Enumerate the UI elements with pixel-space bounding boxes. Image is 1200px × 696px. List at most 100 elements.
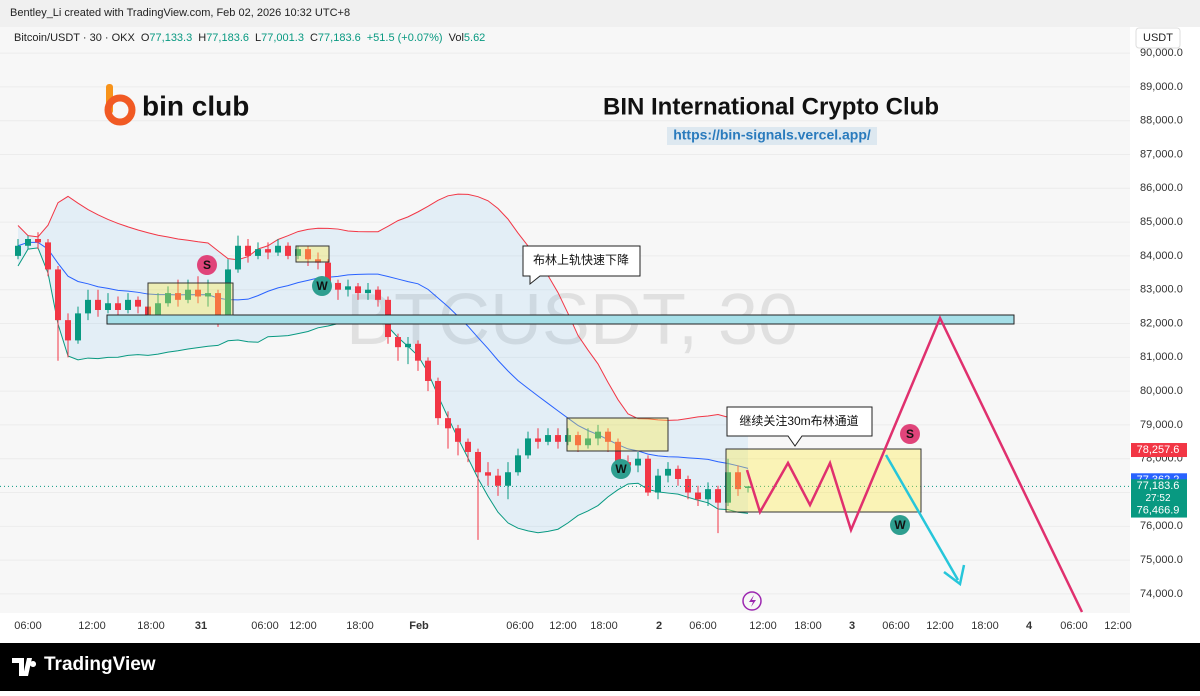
candle-body — [135, 299, 141, 307]
candle-body — [735, 472, 741, 490]
candle-body — [365, 289, 371, 294]
candle-body — [285, 245, 291, 256]
h-label: H — [198, 32, 206, 44]
x-tick-label: 12:00 — [749, 620, 777, 632]
y-tick-label: 82,000.0 — [1140, 317, 1183, 329]
event-icon-bolt — [749, 595, 756, 607]
y-tick-label: 76,000.0 — [1140, 520, 1183, 532]
y-tick-label: 81,000.0 — [1140, 351, 1183, 363]
candle-body — [675, 468, 681, 480]
candle-body — [255, 249, 261, 256]
signal-label: S — [203, 258, 211, 272]
candle-body — [185, 289, 191, 300]
candle-body — [725, 472, 731, 503]
x-tick-label: 06:00 — [689, 620, 717, 632]
candle-body — [655, 475, 661, 493]
price-tag-label: 76,466.9 — [1137, 504, 1180, 516]
drawings: 布林上轨快速下降 继续关注30m布林通道 — [106, 245, 1084, 613]
title: BIN International Crypto Club — [603, 93, 939, 120]
candle-body — [635, 458, 641, 466]
y-tick-label: 83,000.0 — [1140, 284, 1183, 296]
candle-body — [245, 245, 251, 256]
candle-body — [695, 492, 701, 500]
candle-body — [605, 431, 611, 442]
y-tick-label: 89,000.0 — [1140, 81, 1183, 93]
credit: Bentley_Li created with TradingView.com,… — [10, 7, 350, 19]
x-tick-label: 18:00 — [137, 620, 165, 632]
candle-body — [205, 293, 211, 297]
signal-marker — [197, 255, 217, 275]
candle-body — [105, 303, 111, 310]
candle-body — [55, 269, 61, 321]
vol-label: Vol — [449, 32, 464, 44]
x-tick-label: 06:00 — [882, 620, 910, 632]
x-tick-label: 18:00 — [971, 620, 999, 632]
candle-body — [395, 337, 401, 348]
candle-body — [505, 472, 511, 486]
symbol: Bitcoin/USDT · 30 · OKX — [14, 32, 135, 44]
volume: 5.62 — [464, 32, 485, 44]
x-tick-label: 2 — [656, 620, 662, 632]
candle-body — [515, 455, 521, 473]
footer-logo — [12, 658, 37, 676]
candle-body — [745, 486, 751, 489]
candle-body — [375, 289, 381, 300]
candle-body — [715, 489, 721, 503]
candle-body — [195, 289, 201, 297]
callout-text: 布林上轨快速下降 — [533, 253, 629, 267]
candle-body — [455, 428, 461, 442]
candle-body — [85, 299, 91, 314]
symbol-header: Bitcoin/USDT · 30 · OKX O77,133.3 H77,183.… — [14, 32, 485, 44]
band-basis — [17, 241, 749, 469]
high: 77,183.6 — [206, 32, 249, 44]
candle-body — [475, 451, 481, 473]
x-tick-label: 4 — [1026, 620, 1033, 632]
y-tick-label: 79,000.0 — [1140, 419, 1183, 431]
callout-text: 继续关注30m布林通道 — [739, 413, 858, 428]
x-tick-label: 18:00 — [346, 620, 374, 632]
candle-body — [465, 441, 471, 452]
candle-body — [615, 441, 621, 463]
y-tick-label: 88,000.0 — [1140, 115, 1183, 127]
y-tick-label: 74,000.0 — [1140, 588, 1183, 600]
candle-body — [355, 286, 361, 294]
l-label: L — [255, 32, 261, 44]
candle-body — [705, 489, 711, 500]
logo-mark — [104, 94, 136, 126]
signal-marker — [611, 459, 631, 479]
logo-text: bin club — [142, 90, 249, 121]
candle-body — [525, 438, 531, 456]
projection-path — [745, 314, 1084, 613]
candle-body — [45, 242, 51, 270]
signal-label: W — [894, 518, 906, 532]
candle-body — [155, 303, 161, 317]
price-tag — [1131, 443, 1187, 458]
open: 77,133.3 — [149, 32, 192, 44]
candle-body — [565, 435, 571, 442]
x-tick-label: 18:00 — [590, 620, 618, 632]
candle-body — [575, 435, 581, 446]
candle-body — [295, 249, 301, 256]
x-tick-label: 12:00 — [78, 620, 106, 632]
y-tick-label: 90,000.0 — [1140, 47, 1183, 59]
plot-area — [0, 52, 1130, 595]
arrow-head — [943, 564, 966, 587]
price-tag-label: 78,257.6 — [1137, 444, 1180, 456]
candle-body — [165, 293, 171, 304]
currency-button[interactable] — [1135, 27, 1181, 49]
candle-body — [335, 282, 341, 290]
signal-marker — [312, 276, 332, 296]
logo: bin club — [104, 84, 249, 126]
band-upper — [17, 193, 749, 424]
url[interactable]: https://bin-signals.vercel.app/ — [673, 127, 871, 143]
o-label: O — [141, 32, 150, 44]
candle-body — [175, 293, 181, 300]
change: +51.5 (+0.07%) — [367, 32, 443, 44]
currency[interactable]: USDT — [1143, 32, 1173, 44]
candle-body — [585, 438, 591, 446]
event-icon[interactable] — [742, 591, 762, 611]
candle-body — [315, 259, 321, 263]
projection-arrow — [884, 454, 960, 581]
url-highlight — [667, 127, 877, 145]
